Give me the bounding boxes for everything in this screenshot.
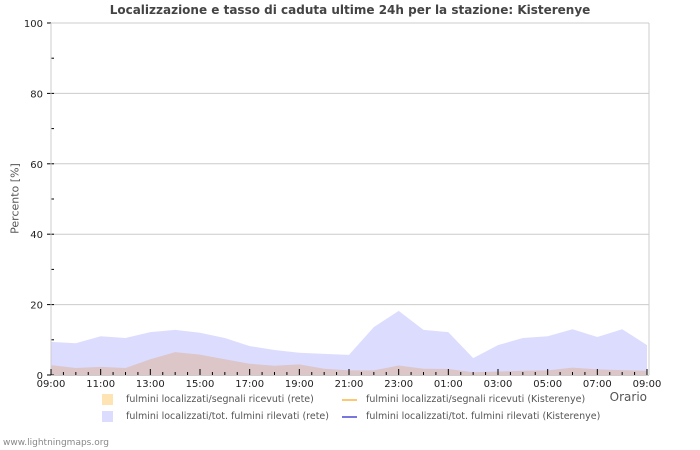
- svg-text:40: 40: [30, 230, 43, 241]
- site-credit: www.lightningmaps.org: [3, 438, 109, 448]
- axes: [47, 22, 650, 376]
- svg-text:07:00: 07:00: [583, 379, 612, 390]
- svg-text:03:00: 03:00: [484, 379, 513, 390]
- legend-swatch-icon: [102, 394, 113, 405]
- svg-text:20: 20: [30, 301, 43, 312]
- svg-text:100: 100: [24, 19, 43, 30]
- svg-text:19:00: 19:00: [285, 379, 314, 390]
- svg-text:17:00: 17:00: [235, 379, 264, 390]
- svg-text:01:00: 01:00: [434, 379, 463, 390]
- chart-plot: 0 20 40 60 80 100 09:00 11:00 13:00 15:00 17:00 19…: [24, 19, 662, 390]
- y-tick-labels: 0 20 40 60 80 100: [24, 19, 43, 382]
- legend-line-icon: [342, 416, 357, 418]
- svg-text:60: 60: [30, 160, 43, 171]
- data-areas: [51, 310, 647, 375]
- legend-line-icon: [342, 399, 357, 401]
- svg-text:23:00: 23:00: [384, 379, 413, 390]
- svg-text:21:00: 21:00: [335, 379, 364, 390]
- svg-text:11:00: 11:00: [86, 379, 115, 390]
- svg-text:0: 0: [37, 371, 43, 382]
- svg-text:13:00: 13:00: [136, 379, 165, 390]
- legend-swatch-icon: [102, 411, 113, 422]
- x-axis-label: Orario: [609, 390, 647, 404]
- svg-text:09:00: 09:00: [37, 379, 66, 390]
- svg-text:80: 80: [30, 89, 43, 100]
- x-tick-labels: 09:00 11:00 13:00 15:00 17:00 19:00 21:00 23:00…: [37, 379, 662, 390]
- grid-lines: [51, 22, 649, 306]
- svg-text:15:00: 15:00: [186, 379, 215, 390]
- svg-text:09:00: 09:00: [633, 379, 662, 390]
- chart-title: Localizzazione e tasso di caduta ultime …: [109, 3, 591, 17]
- svg-text:05:00: 05:00: [533, 379, 562, 390]
